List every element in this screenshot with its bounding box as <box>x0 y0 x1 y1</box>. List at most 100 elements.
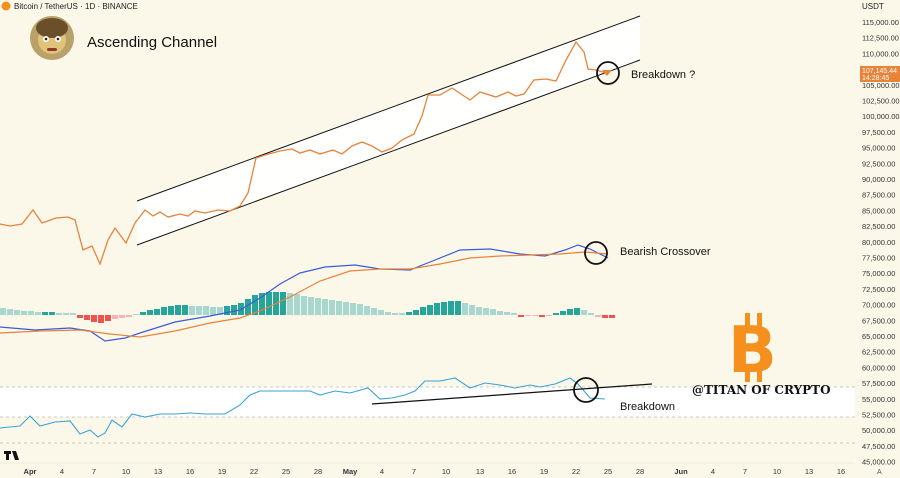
hist-bar <box>525 315 531 316</box>
hist-bar <box>231 305 237 315</box>
y-tick-label: 100,000.00 <box>862 112 900 121</box>
hist-bar <box>434 303 440 315</box>
y-tick-label: 102,500.00 <box>862 97 900 106</box>
hist-bar <box>203 306 209 315</box>
hist-bar <box>602 315 608 318</box>
x-tick-label: 16 <box>186 467 194 476</box>
hist-bar <box>154 309 160 315</box>
y-tick-label: 47,500.00 <box>862 442 895 451</box>
hist-bar <box>595 315 601 317</box>
fast-ma-line <box>0 244 609 342</box>
hist-bar <box>301 296 307 315</box>
hist-bar <box>504 312 510 315</box>
rsi-band <box>0 387 855 417</box>
hist-bar <box>413 310 419 315</box>
x-tick-label: 25 <box>604 467 612 476</box>
hist-bar <box>406 312 412 315</box>
hist-bar <box>287 293 293 315</box>
hist-bar <box>77 315 83 318</box>
y-tick-label: 67,500.00 <box>862 316 895 325</box>
channel-lower-line <box>136 59 641 246</box>
hist-bar <box>182 305 188 315</box>
hist-bar <box>539 315 545 317</box>
channel-fill <box>137 16 640 245</box>
hist-bar <box>357 304 363 315</box>
y-tick-label: 87,500.00 <box>862 191 895 200</box>
hist-bar <box>63 313 69 315</box>
hist-bar <box>168 306 174 315</box>
hist-bar <box>175 305 181 315</box>
hist-bar <box>483 308 489 315</box>
x-tick-label: 22 <box>572 467 580 476</box>
hist-bar <box>147 310 153 315</box>
x-tick-label: 4 <box>711 467 715 476</box>
x-tick-label: 28 <box>314 467 322 476</box>
hist-bar <box>140 312 146 315</box>
hist-bar <box>189 306 195 315</box>
hist-bar <box>49 312 55 315</box>
rsi-line <box>0 377 606 438</box>
x-tick-label: 16 <box>837 467 845 476</box>
y-tick-label: 92,500.00 <box>862 159 895 168</box>
y-tick-label: 82,500.00 <box>862 222 895 231</box>
hist-bar <box>329 300 335 315</box>
hist-bar <box>532 315 538 316</box>
hist-bar <box>546 315 552 316</box>
current-price-value: 107,145.44 <box>862 68 897 75</box>
hist-bar <box>364 306 370 315</box>
x-tick-label: 13 <box>476 467 484 476</box>
y-tick-label: 95,000.00 <box>862 144 895 153</box>
y-tick-label: 45,000.00 <box>862 458 895 467</box>
hist-bar <box>21 311 27 315</box>
breakdown-price-label: Breakdown ? <box>631 69 695 81</box>
hist-bar <box>350 303 356 315</box>
hist-bar <box>469 305 475 315</box>
chart-title: Ascending Channel <box>87 34 217 51</box>
hist-bar <box>133 314 139 315</box>
y-tick-label: 80,000.00 <box>862 238 895 247</box>
hist-bar <box>105 315 111 321</box>
y-tick-label: 72,500.00 <box>862 285 895 294</box>
y-tick-label: 57,500.00 <box>862 379 895 388</box>
hist-bar <box>196 306 202 315</box>
x-tick-label: Jun <box>674 467 688 476</box>
symbol-label: Bitcoin / TetherUS · 1D · BINANCE <box>14 2 138 11</box>
price-line <box>0 40 607 266</box>
x-tick-label: 28 <box>636 467 644 476</box>
channel-upper-line <box>136 15 641 202</box>
hist-bar <box>462 303 468 315</box>
hist-bar <box>210 307 216 315</box>
y-tick-label: 112,500.00 <box>862 34 899 43</box>
auto-scale-button[interactable]: A <box>877 469 882 476</box>
y-tick-label: 75,000.00 <box>862 269 895 278</box>
hist-bar <box>588 313 594 315</box>
bitcoin-symbol-icon <box>1 1 11 11</box>
y-tick-label: 97,500.00 <box>862 128 895 137</box>
hist-bar <box>427 305 433 315</box>
hist-bar <box>420 307 426 315</box>
x-tick-label: 22 <box>250 467 258 476</box>
price-endpoint-marker <box>602 70 612 76</box>
hist-bar <box>280 292 286 315</box>
x-tick-label: 19 <box>540 467 548 476</box>
y-tick-label: 65,000.00 <box>862 332 895 341</box>
y-tick-label: 62,500.00 <box>862 348 895 357</box>
rsi-trendline <box>371 383 653 405</box>
y-tick-label: 105,000.00 <box>862 81 900 90</box>
hist-bar <box>91 315 97 322</box>
hist-bar <box>336 301 342 315</box>
y-tick-label: 90,000.00 <box>862 175 895 184</box>
x-tick-label: 7 <box>412 467 416 476</box>
hist-bar <box>294 294 300 315</box>
hist-bar <box>490 309 496 315</box>
breakdown-circle-price <box>596 61 620 85</box>
hist-bar <box>322 299 328 315</box>
hist-bar <box>161 307 167 315</box>
hist-bar <box>315 298 321 315</box>
watermark-text: @TITAN OF CRYPTO <box>692 383 831 397</box>
hist-bar <box>56 313 62 315</box>
x-tick-label: 10 <box>442 467 450 476</box>
y-tick-label: 55,000.00 <box>862 395 895 404</box>
avatar <box>30 16 74 60</box>
